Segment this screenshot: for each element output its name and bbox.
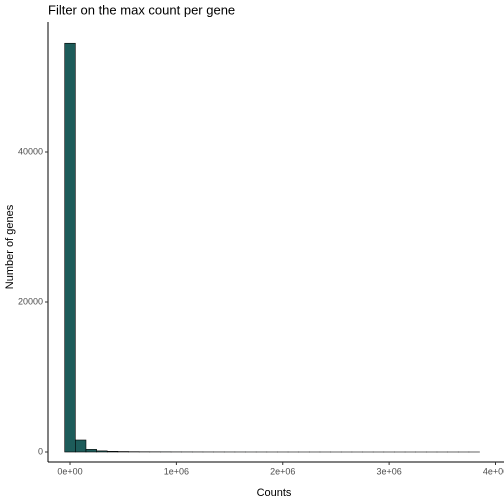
x-tick-label: 2e+06 — [270, 466, 295, 476]
x-tick-label: 1e+06 — [164, 466, 189, 476]
chart-title: Filter on the max count per gene — [48, 2, 235, 17]
x-tick-label: 0e+00 — [57, 466, 82, 476]
bar — [106, 451, 119, 453]
y-tick-label: 20000 — [18, 296, 43, 306]
y-tick-label: 40000 — [18, 146, 43, 156]
y-tick-label: 0 — [38, 446, 43, 456]
x-tick-label: 4e+06 — [483, 466, 504, 476]
y-axis-label: Number of genes — [4, 204, 16, 289]
bar — [96, 450, 108, 453]
x-tick-label: 3e+06 — [376, 466, 401, 476]
x-axis-label: Counts — [257, 487, 292, 499]
bar — [85, 449, 97, 453]
bar — [75, 439, 87, 453]
bar — [64, 42, 76, 453]
